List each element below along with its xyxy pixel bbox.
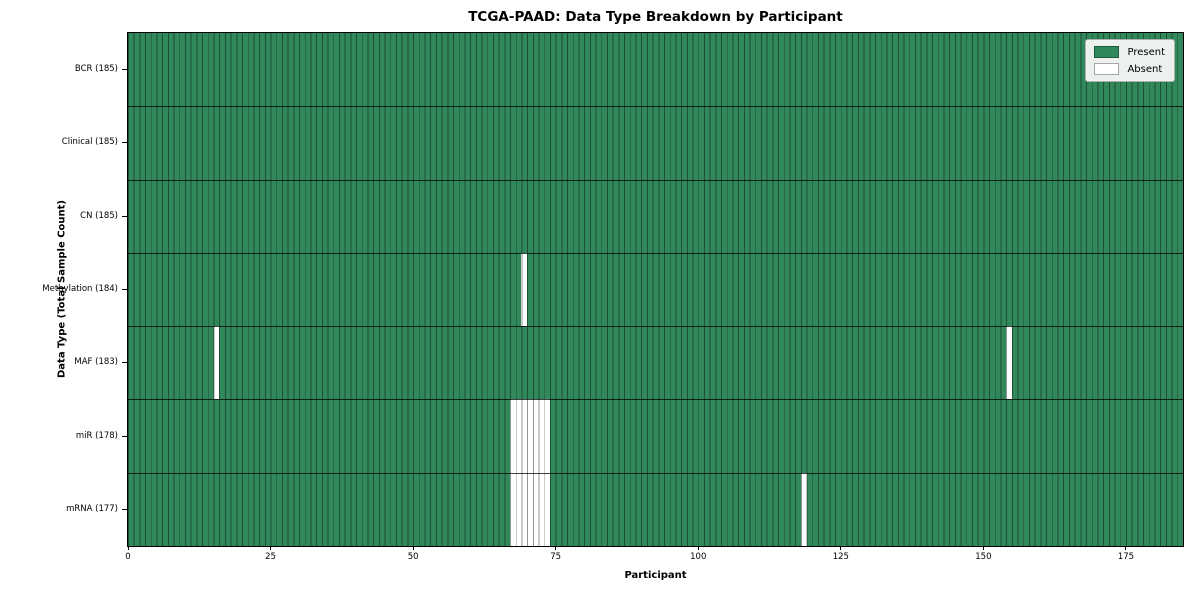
x-tick-mark <box>840 546 842 550</box>
absent-cell <box>532 472 539 546</box>
chart-title: TCGA-PAAD: Data Type Breakdown by Partic… <box>468 9 843 25</box>
y-tick-mark <box>122 435 127 437</box>
absent-cell <box>538 399 545 473</box>
absent-cell <box>544 472 550 546</box>
y-tick-label: CN (185) <box>80 210 118 221</box>
absent-cell <box>521 472 528 546</box>
y-tick-label: Clinical (185) <box>61 137 118 148</box>
y-tick-label: miR (178) <box>75 430 118 441</box>
absent-cell <box>800 472 807 546</box>
y-tick-label: mRNA (177) <box>66 503 118 514</box>
absent-cell <box>1006 326 1012 400</box>
absent-cell <box>510 399 516 473</box>
x-tick-mark <box>270 546 272 550</box>
present-swatch-icon <box>1094 46 1120 58</box>
y-tick-label: Methylation (184) <box>42 284 118 294</box>
x-tick-label: 150 <box>975 552 992 562</box>
x-tick-mark <box>555 546 557 550</box>
absent-cell <box>527 472 533 546</box>
x-tick-mark <box>982 546 984 550</box>
row-separator-line <box>128 179 1183 181</box>
x-axis-label: Participant <box>624 570 687 581</box>
x-tick-mark <box>412 546 414 550</box>
absent-cell <box>213 326 220 400</box>
x-tick-label: 0 <box>125 552 131 562</box>
x-tick-mark <box>697 546 699 550</box>
y-tick-mark <box>122 508 127 510</box>
row-separator-line <box>128 472 1183 474</box>
legend-label-present: Present <box>1127 46 1165 58</box>
x-tick-label: 125 <box>832 552 849 562</box>
absent-swatch-icon <box>1094 63 1120 75</box>
legend-item-absent: Absent <box>1094 63 1165 75</box>
absent-cell <box>510 472 516 546</box>
absent-cell <box>532 399 539 473</box>
x-tick-label: 175 <box>1117 552 1135 562</box>
y-tick-mark <box>122 215 127 217</box>
heatmap-row <box>128 252 1183 327</box>
x-tick-label: 25 <box>265 552 276 562</box>
x-tick-label: 75 <box>550 552 562 562</box>
legend-item-present: Present <box>1094 46 1165 58</box>
y-tick-mark <box>122 142 127 144</box>
x-tick-mark <box>127 546 129 550</box>
absent-cell <box>544 399 550 473</box>
row-separator-line <box>128 326 1183 328</box>
absent-cell <box>527 399 533 473</box>
y-tick-label: BCR (185) <box>74 64 118 75</box>
heatmap-row <box>128 106 1183 179</box>
row-separator-line <box>128 106 1183 108</box>
legend-label-absent: Absent <box>1127 63 1163 75</box>
heatmap-row <box>128 326 1183 400</box>
plot-area: Present Absent <box>127 32 1184 547</box>
y-tick-mark <box>122 289 127 290</box>
row-separator-line <box>128 399 1183 401</box>
legend: Present Absent <box>1085 39 1175 82</box>
x-tick-mark <box>1125 546 1127 550</box>
heatmap-row <box>128 399 1183 473</box>
absent-cell <box>515 399 522 473</box>
heatmap-row <box>128 472 1183 546</box>
row-separator-line <box>128 252 1183 254</box>
heatmap-row <box>128 33 1183 106</box>
y-tick-label: MAF (183) <box>74 357 118 368</box>
absent-cell <box>538 472 545 546</box>
heatmap-row <box>128 180 1183 253</box>
y-tick-mark <box>122 69 127 71</box>
absent-cell <box>515 472 522 546</box>
absent-cell <box>521 399 528 473</box>
x-tick-label: 50 <box>407 552 419 562</box>
absent-cell <box>521 252 528 327</box>
x-tick-label: 100 <box>690 552 707 562</box>
y-tick-mark <box>122 362 127 364</box>
